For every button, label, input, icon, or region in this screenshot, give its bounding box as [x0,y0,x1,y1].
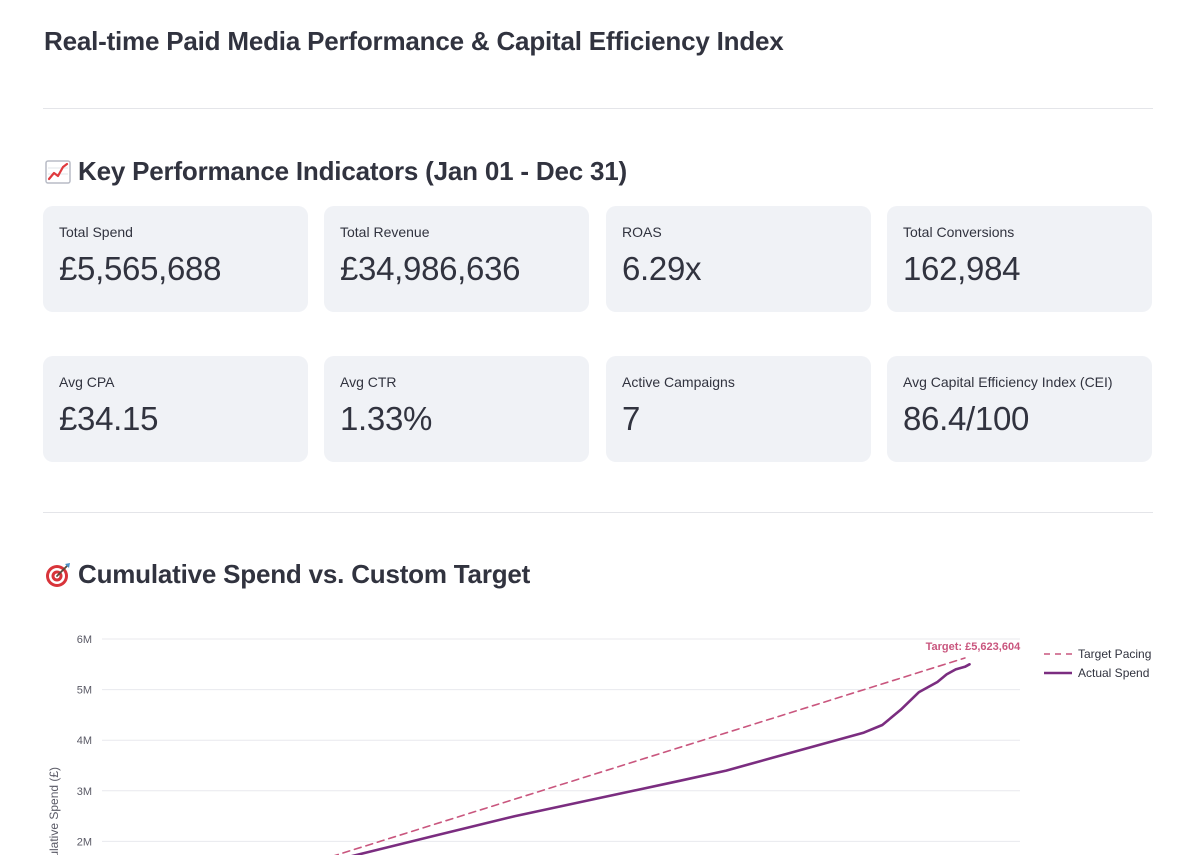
kpi-card-avg-ctr: Avg CTR 1.33% [324,356,589,462]
kpi-label: Active Campaigns [622,374,735,390]
kpi-card-total-spend: Total Spend £5,565,688 [43,206,308,312]
kpi-card-avg-cpa: Avg CPA £34.15 [43,356,308,462]
kpi-label: Total Revenue [340,224,430,240]
chart-series [333,657,971,855]
y-axis-ticks: 2M 3M 4M 5M 6M [77,634,92,848]
direct-hit-target-icon [46,562,70,587]
cumulative-spend-chart: 2M 3M 4M 5M 6M Cumulative Spend (£) Target: … [47,634,1151,855]
kpi-card-avg-cei: Avg Capital Efficiency Index (CEI) 86.4/… [887,356,1152,462]
kpi-card-active-campaigns: Active Campaigns 7 [606,356,871,462]
kpi-value: 7 [622,400,641,437]
chart-increasing-icon [45,159,71,184]
chart-legend: Target Pacing Actual Spend [1044,647,1151,680]
kpi-section-title-text: Key Performance Indicators (Jan 01 - Dec… [78,156,627,186]
kpi-card-total-conversions: Total Conversions 162,984 [887,206,1152,312]
y-tick-label: 5M [77,685,92,697]
kpi-label: Avg Capital Efficiency Index (CEI) [903,374,1113,390]
kpi-label: Total Conversions [903,224,1015,240]
y-tick-label: 2M [77,836,92,848]
kpi-label: Total Spend [59,224,133,240]
kpi-value: 6.29x [622,250,702,287]
page-title: Real-time Paid Media Performance & Capit… [44,26,784,56]
spend-section-title: Cumulative Spend vs. Custom Target [44,559,530,590]
kpi-value: 162,984 [903,250,1021,287]
target-annotation: Target: £5,623,604 [926,641,1021,653]
kpi-label: ROAS [622,224,662,240]
legend-label: Actual Spend [1078,666,1149,680]
kpi-value: £5,565,688 [59,250,222,287]
y-tick-label: 3M [77,786,92,798]
y-tick-label: 6M [77,634,92,646]
top-divider [43,108,1153,109]
series-line-actual-spend [350,662,971,855]
chart-gridlines [102,638,1020,842]
mid-divider [43,512,1153,513]
kpi-value: £34.15 [59,400,159,437]
kpi-section-title: Key Performance Indicators (Jan 01 - Dec… [44,156,627,187]
kpi-card-roas: ROAS 6.29x [606,206,871,312]
kpi-value: £34,986,636 [340,250,521,287]
legend-label: Target Pacing [1078,647,1151,661]
y-axis-label: Cumulative Spend (£) [47,767,61,855]
kpi-label: Avg CTR [340,374,397,390]
series-line-target-pacing [333,657,966,855]
y-tick-label: 4M [77,735,92,747]
kpi-label: Avg CPA [59,374,115,390]
kpi-value: 1.33% [340,400,433,437]
kpi-card-total-revenue: Total Revenue £34,986,636 [324,206,589,312]
spend-section-title-text: Cumulative Spend vs. Custom Target [78,559,531,589]
kpi-value: 86.4/100 [903,400,1030,437]
